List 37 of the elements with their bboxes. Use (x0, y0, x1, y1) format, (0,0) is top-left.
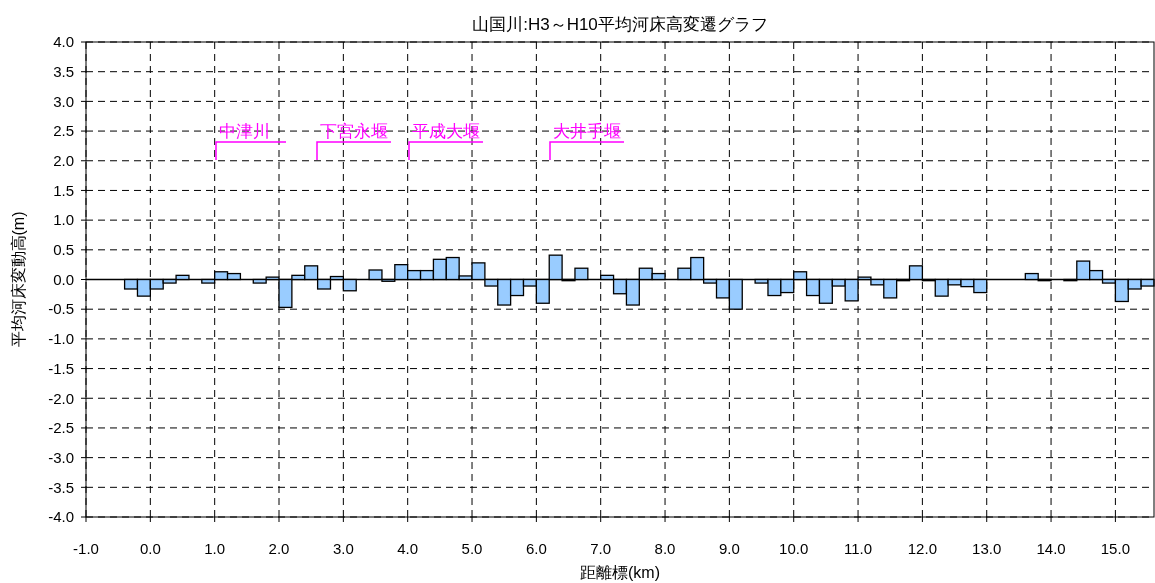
y-tick-label: -2.5 (48, 419, 74, 437)
x-tick-label: 11.0 (844, 540, 873, 557)
x-tick-label: 3.0 (332, 540, 354, 557)
x-tick-label: 4.0 (397, 540, 419, 557)
y-tick-label: 0.0 (53, 270, 74, 288)
y-tick-label: 3.0 (53, 92, 74, 110)
x-tick-label: 6.0 (525, 540, 547, 557)
x-tick-label: 7.0 (590, 540, 612, 557)
x-tick-label: 14.0 (1036, 540, 1066, 557)
y-axis-title: 平均河床変動高(m) (10, 211, 27, 348)
x-tick-label: 2.0 (268, 540, 290, 557)
x-tick-label: 10.0 (779, 540, 809, 557)
y-tick-label: 1.5 (53, 181, 74, 199)
x-tick-label: 13.0 (972, 540, 1002, 557)
y-tick-label: 1.0 (53, 211, 74, 229)
x-tick-label: 0.0 (139, 540, 161, 557)
x-tick-label: 9.0 (718, 540, 740, 557)
y-tick-label: 2.0 (53, 152, 74, 169)
y-tick-label: -4.0 (48, 508, 74, 526)
y-tick-label: -1.0 (48, 330, 74, 348)
chart-title: 山国川:H3～H10平均河床高変遷グラフ (472, 15, 768, 34)
x-tick-label: -1.0 (73, 540, 99, 557)
y-tick-label: -0.5 (48, 300, 74, 318)
y-tick-label: -2.0 (48, 389, 74, 407)
x-tick-label: 12.0 (907, 540, 937, 557)
y-tick-label: 0.5 (53, 241, 74, 259)
y-tick-label: -1.5 (48, 359, 74, 377)
y-tick-label: 2.5 (53, 122, 74, 140)
x-axis-title: 距離標(km) (580, 564, 660, 581)
y-tick-label: -3.0 (48, 448, 74, 466)
x-tick-label: 8.0 (654, 540, 676, 557)
y-tick-label: -3.5 (48, 478, 74, 496)
x-tick-label: 1.0 (204, 540, 226, 557)
x-tick-label: 15.0 (1100, 540, 1130, 557)
x-tick-label: 5.0 (461, 540, 483, 557)
y-tick-label: 3.5 (53, 62, 74, 80)
y-tick-label: 4.0 (53, 33, 74, 51)
